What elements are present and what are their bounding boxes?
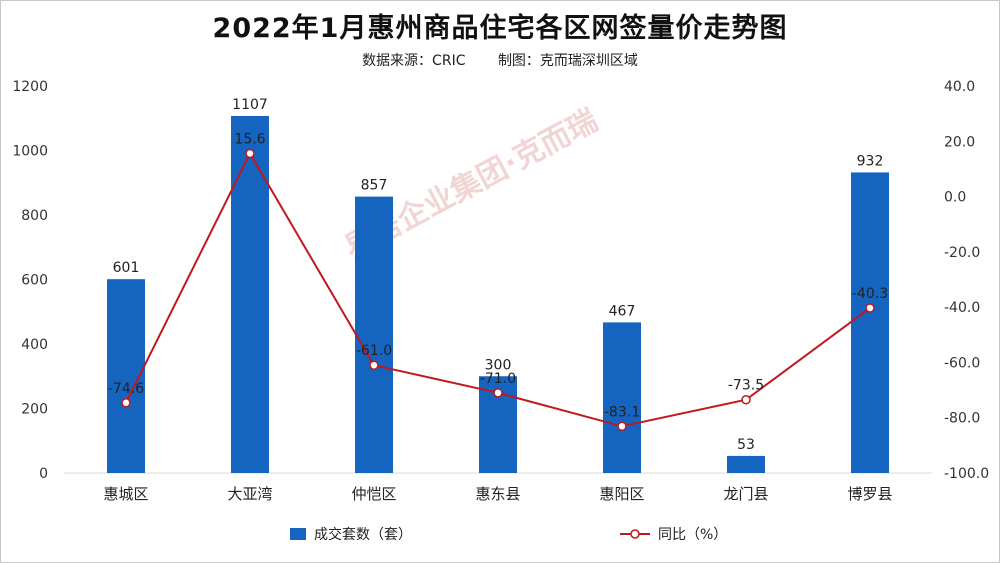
left-axis-tick-label: 400 — [21, 337, 48, 353]
left-axis-tick-label: 800 — [21, 208, 48, 224]
right-axis-tick-label: -20.0 — [944, 245, 980, 261]
legend-bar-label: 成交套数（套） — [314, 526, 412, 543]
left-axis-tick-label: 1200 — [12, 79, 48, 95]
x-axis-tick-label: 惠阳区 — [599, 485, 644, 503]
yoy-point — [121, 398, 131, 408]
right-axis-tick-label: -100.0 — [944, 466, 989, 482]
x-axis-tick-label: 惠城区 — [103, 485, 148, 503]
chart-subtitle: 数据来源：CRIC 制图：克而瑞深圳区域 — [0, 50, 1000, 70]
yoy-point — [245, 148, 255, 159]
legend-bar-swatch — [290, 528, 306, 540]
yoy-point — [617, 421, 627, 432]
yoy-point — [865, 303, 875, 313]
yoy-value-label: -74.6 — [108, 381, 144, 397]
bar — [603, 322, 641, 473]
bar-value-label: 53 — [737, 437, 755, 453]
right-axis-tick-label: -80.0 — [944, 411, 980, 427]
left-axis-tick-label: 200 — [21, 402, 48, 418]
right-axis-tick-label: -60.0 — [944, 355, 980, 371]
legend-line-label: 同比（%） — [658, 527, 727, 543]
bar — [231, 115, 269, 474]
chart-title: 2022年1月惠州商品住宅各区网签量价走势图 — [212, 13, 788, 44]
bar — [727, 455, 765, 473]
x-axis-tick-label: 仲恺区 — [351, 485, 396, 503]
yoy-value-label: -83.1 — [604, 404, 640, 420]
yoy-value-label: -61.0 — [356, 343, 392, 359]
left-axis-tick-label: 0 — [39, 466, 48, 482]
yoy-point — [493, 388, 503, 398]
bar-value-label: 601 — [113, 260, 140, 276]
data-source: 数据来源：CRIC — [362, 53, 466, 69]
bar-value-label: 300 — [485, 357, 512, 373]
yoy-value-label: 15.6 — [234, 131, 265, 147]
yoy-value-label: -71.0 — [480, 371, 516, 387]
yoy-value-label: -73.5 — [728, 378, 764, 394]
x-axis-tick-label: 龙门县 — [723, 485, 768, 503]
bar-value-label: 1107 — [232, 97, 268, 113]
yoy-point — [741, 394, 751, 405]
yoy-value-label: -40.3 — [852, 286, 888, 302]
right-axis-tick-label: 0.0 — [944, 190, 966, 206]
right-axis-tick-label: 40.0 — [944, 79, 975, 95]
yoy-point — [369, 360, 379, 370]
right-axis-tick-label: -40.0 — [944, 300, 980, 316]
x-axis-tick-label: 惠东县 — [475, 485, 520, 503]
bar-value-label: 857 — [361, 178, 388, 194]
x-axis-tick-label: 大亚湾 — [227, 485, 272, 503]
bar-value-label: 932 — [857, 153, 884, 169]
bar — [851, 172, 889, 473]
legend-line-marker — [630, 529, 640, 539]
bar-value-label: 467 — [609, 303, 636, 319]
left-axis-tick-label: 1000 — [12, 144, 48, 160]
bar — [355, 196, 393, 473]
x-axis-tick-label: 博罗县 — [847, 485, 892, 503]
chart-maker: 制图：克而瑞深圳区域 — [497, 53, 638, 69]
right-axis-tick-label: 20.0 — [944, 134, 975, 150]
left-axis-tick-label: 600 — [21, 273, 48, 289]
